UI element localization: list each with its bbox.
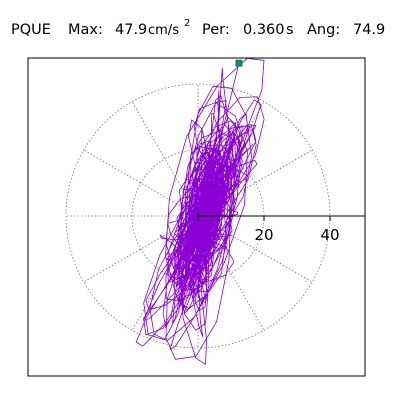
particle-motion-plot: 20 40 <box>27 57 366 377</box>
max-point-marker <box>235 59 243 67</box>
angle-value: 74.9 <box>353 22 385 38</box>
x-tick-label-40: 40 <box>320 226 339 244</box>
radial-tick-labels: 20 40 <box>254 226 339 244</box>
grid-spoke-120 <box>131 101 199 217</box>
axes <box>197 211 365 221</box>
station-code: PQUE <box>11 22 51 38</box>
max-unit: cm/s <box>148 23 179 38</box>
particle-motion-trace <box>135 58 265 365</box>
grid-spoke-150 <box>83 149 199 217</box>
max-value: 47.9 <box>115 22 147 38</box>
motion-trace <box>135 58 265 365</box>
period-value: 0.360 <box>243 22 285 38</box>
x-tick-label-20: 20 <box>254 226 273 244</box>
period-label: Per: <box>202 22 230 38</box>
max-label: Max: <box>68 22 103 38</box>
period-unit: s <box>286 22 294 38</box>
plot-header: PQUE Max: 47.9 cm/s 2 Per: 0.360 s Ang: … <box>11 18 385 38</box>
max-unit-exponent: 2 <box>184 18 190 29</box>
max-point-layer <box>235 59 243 67</box>
plot-frame <box>27 57 366 377</box>
angle-label: Ang: <box>307 22 340 38</box>
